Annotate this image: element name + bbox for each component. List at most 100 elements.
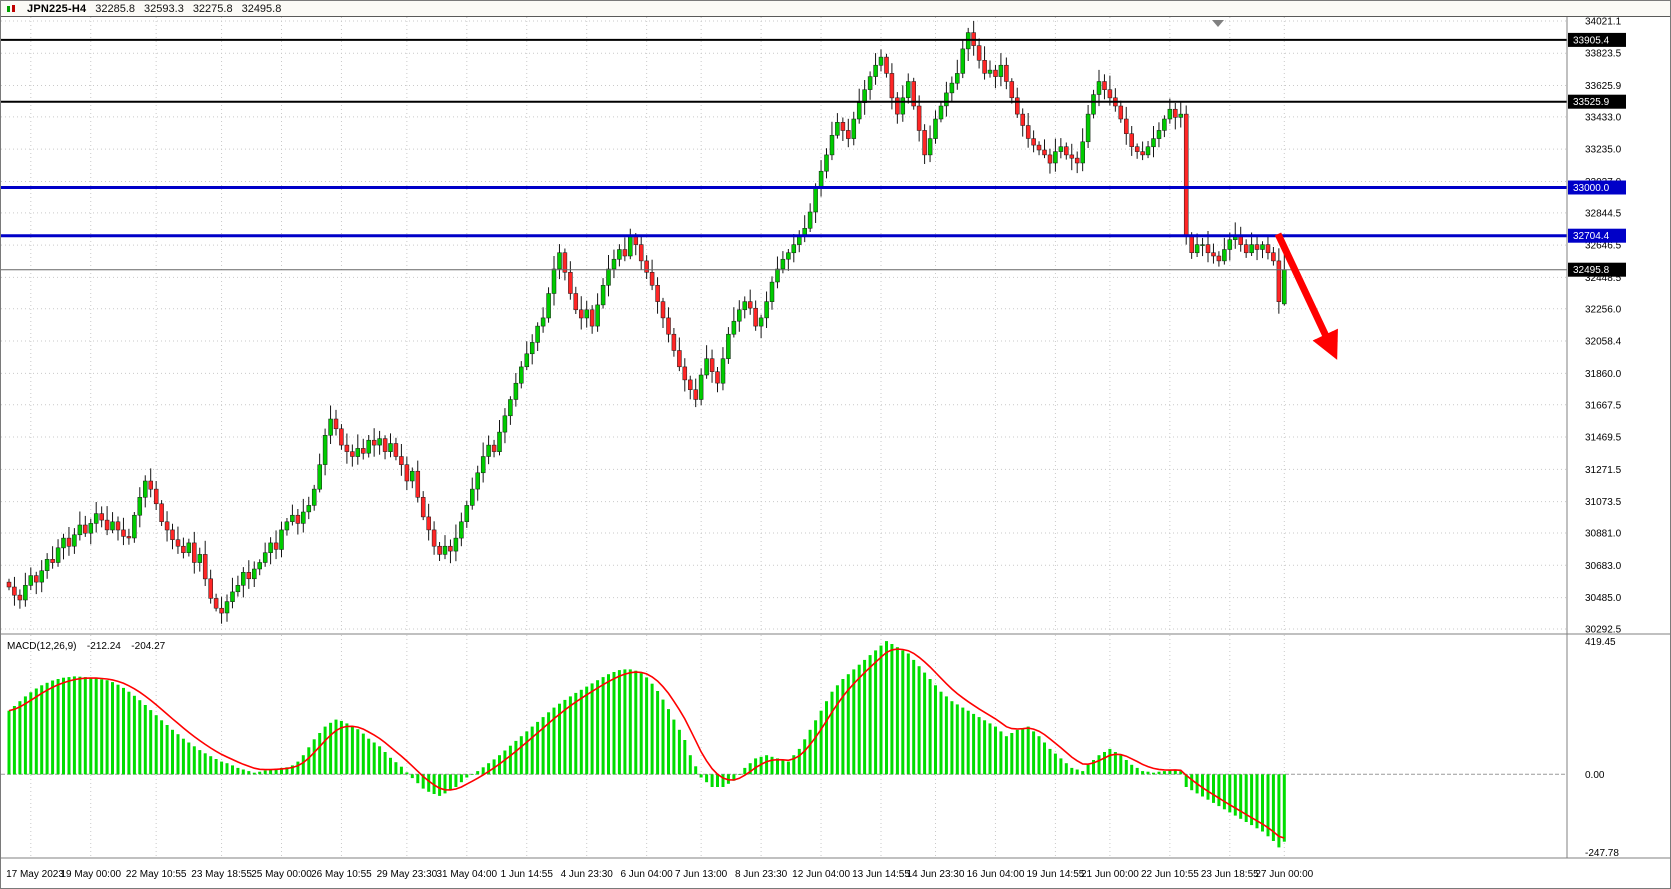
bull-candle: [88, 523, 94, 534]
bull-candle: [595, 304, 600, 327]
macd-histogram-bar: [661, 699, 665, 775]
macd-histogram-bar: [459, 774, 463, 783]
macd-histogram-bar: [623, 669, 627, 775]
bull-candle: [726, 333, 731, 359]
bull-candle: [23, 585, 28, 601]
bear-candle: [219, 607, 224, 614]
macd-histogram-bar: [628, 669, 632, 775]
bull-candle: [606, 268, 611, 286]
macd-histogram-bar: [830, 691, 834, 775]
price-axis-label: 33235.0: [1585, 145, 1622, 156]
macd-histogram-bar: [530, 726, 534, 775]
macd-histogram-bar: [541, 717, 545, 775]
macd-histogram-bar: [345, 723, 349, 775]
price-axis[interactable]: [1567, 17, 1671, 858]
bull-candle: [1058, 146, 1064, 152]
bear-candle: [1004, 64, 1009, 82]
bull-candle: [279, 529, 284, 550]
macd-histogram-bar: [1097, 755, 1101, 775]
bear-candle: [159, 503, 164, 522]
macd-histogram-bar: [187, 742, 191, 775]
bear-candle: [982, 60, 987, 74]
bear-candle: [911, 81, 916, 107]
macd-histogram-bar: [1271, 774, 1275, 841]
macd-histogram-bar: [1157, 771, 1161, 775]
macd-histogram-bar: [699, 774, 703, 778]
macd-histogram-bar: [803, 739, 807, 775]
bull-candle: [938, 105, 944, 120]
bull-candle: [1282, 269, 1287, 305]
macd-histogram-bar: [94, 678, 98, 775]
macd-histogram-bar: [944, 696, 948, 775]
macd-histogram-bar: [410, 774, 414, 779]
bull-candle: [1085, 113, 1091, 143]
macd-histogram-bar: [329, 722, 333, 775]
macd-histogram-bar: [34, 688, 38, 775]
macd-histogram-bar: [1190, 774, 1194, 791]
bear-candle: [649, 272, 655, 286]
bear-candle: [350, 451, 355, 457]
bear-candle: [1265, 244, 1271, 254]
macd-histogram-bar: [1173, 769, 1177, 775]
bull-candle: [442, 545, 448, 555]
chart-shift-marker[interactable]: [1212, 20, 1224, 27]
macd-histogram-bar: [585, 686, 589, 775]
bear-candle: [1189, 236, 1194, 253]
macd-histogram-bar: [650, 683, 654, 775]
bull-candle: [284, 521, 290, 531]
bear-candle: [568, 272, 573, 294]
macd-histogram-bar: [835, 685, 839, 775]
bear-candle: [1183, 113, 1189, 237]
macd-histogram-bar: [1064, 763, 1068, 775]
bull-candle: [797, 236, 802, 245]
bull-candle: [535, 325, 540, 343]
bull-candle: [480, 456, 486, 474]
trend-arrow[interactable]: [1274, 232, 1338, 360]
bear-candle: [1031, 138, 1036, 146]
macd-histogram-bar: [519, 736, 523, 775]
macd-histogram-bar: [732, 774, 736, 781]
bull-candle: [252, 568, 257, 580]
macd-histogram-bar: [1168, 770, 1172, 775]
price-axis-label: 33433.0: [1585, 112, 1622, 123]
bull-candle: [1080, 141, 1085, 164]
bear-candle: [399, 456, 404, 465]
bear-candle: [573, 293, 579, 311]
macd-histogram-bar: [607, 674, 610, 775]
price-axis-label: 32844.5: [1585, 208, 1622, 219]
macd-histogram-bar: [710, 774, 714, 787]
bear-candle: [1102, 81, 1107, 90]
price-axis-label: 31667.5: [1585, 400, 1622, 411]
time-axis-label: 4 Jun 23:30: [561, 869, 614, 880]
macd-histogram-bar: [356, 729, 360, 775]
time-axis-label: 8 Jun 23:30: [735, 869, 788, 880]
time-axis-label: 17 May 2023: [6, 869, 64, 880]
bear-candle: [747, 301, 753, 309]
symbol-timeframe-label: JPN225-H4: [27, 2, 87, 15]
macd-histogram-bar: [487, 763, 491, 775]
macd-histogram-bar: [154, 715, 158, 775]
bear-candle: [1069, 154, 1075, 159]
bull-candle: [322, 435, 328, 465]
macd-histogram-bar: [1048, 748, 1052, 775]
chart-plot-area[interactable]: [1, 17, 1567, 858]
price-axis-label: 32448.5: [1585, 273, 1622, 284]
macd-histogram-bar: [955, 704, 959, 775]
bear-candle: [83, 524, 88, 534]
bull-candle: [813, 187, 818, 213]
macd-scale-zero: 0.00: [1585, 770, 1605, 781]
chart-window-icon[interactable]: [6, 4, 18, 14]
macd-histogram-bar: [1141, 771, 1145, 775]
macd-scale-max: 419.45: [1585, 637, 1616, 648]
bull-candle: [611, 258, 617, 270]
time-axis[interactable]: [1, 859, 1671, 889]
macd-histogram-bar: [7, 710, 11, 775]
price-axis-label: 31469.5: [1585, 433, 1622, 444]
bear-candle: [1243, 244, 1249, 254]
macd-histogram-bar: [83, 677, 87, 775]
bull-candle: [829, 135, 835, 156]
macd-histogram-bar: [372, 742, 376, 775]
price-label-box-text: 32704.4: [1573, 231, 1610, 242]
macd-histogram-bar: [1250, 774, 1254, 826]
bear-candle: [993, 69, 998, 77]
